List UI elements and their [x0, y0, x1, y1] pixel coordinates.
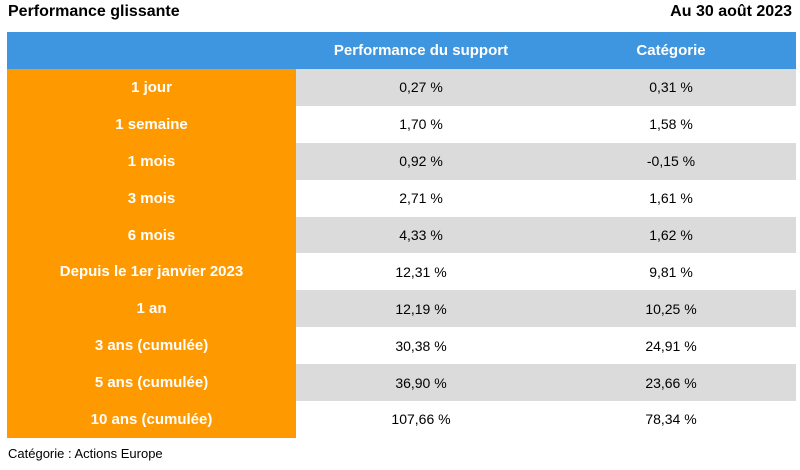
support-performance-value: 4,33 % [296, 216, 546, 254]
period-label: 6 mois [7, 216, 296, 254]
category-performance-value: 24,91 % [546, 327, 796, 365]
category-performance-value: 23,66 % [546, 364, 796, 402]
period-label: 3 ans (cumulée) [7, 327, 296, 365]
period-label: 5 ans (cumulée) [7, 364, 296, 402]
support-performance-value: 1,70 % [296, 105, 546, 143]
category-footnote: Catégorie : Actions Europe [8, 446, 163, 461]
period-label: 1 semaine [7, 105, 296, 143]
support-performance-value: 107,66 % [296, 401, 546, 438]
period-label: 3 mois [7, 179, 296, 217]
table-row: 3 ans (cumulée) 30,38 % 24,91 % [7, 327, 796, 365]
category-performance-value: 0,31 % [546, 69, 796, 106]
column-header-period [7, 32, 296, 69]
category-performance-value: -0,15 % [546, 142, 796, 180]
support-performance-value: 12,31 % [296, 253, 546, 291]
as-of-date: Au 30 août 2023 [670, 3, 792, 20]
table-row: 1 jour 0,27 % 0,31 % [7, 69, 796, 106]
support-performance-value: 2,71 % [296, 179, 546, 217]
support-performance-value: 0,27 % [296, 69, 546, 106]
performance-table: Performance du support Catégorie 1 jour … [7, 32, 796, 438]
page-title: Performance glissante [8, 3, 180, 20]
table-row: 10 ans (cumulée) 107,66 % 78,34 % [7, 401, 796, 438]
column-header-category: Catégorie [546, 32, 796, 69]
table-row: 3 mois 2,71 % 1,61 % [7, 179, 796, 217]
category-performance-value: 10,25 % [546, 290, 796, 328]
support-performance-value: 36,90 % [296, 364, 546, 402]
support-performance-value: 12,19 % [296, 290, 546, 328]
period-label: 10 ans (cumulée) [7, 401, 296, 438]
category-performance-value: 1,62 % [546, 216, 796, 254]
period-label: 1 mois [7, 142, 296, 180]
table-row: 1 an 12,19 % 10,25 % [7, 290, 796, 328]
period-label: 1 jour [7, 69, 296, 106]
support-performance-value: 0,92 % [296, 142, 546, 180]
table-header-row: Performance du support Catégorie [7, 32, 796, 69]
column-header-support-performance: Performance du support [296, 32, 546, 69]
table-row: 1 mois 0,92 % -0,15 % [7, 142, 796, 180]
support-performance-value: 30,38 % [296, 327, 546, 365]
table-row: 5 ans (cumulée) 36,90 % 23,66 % [7, 364, 796, 402]
category-performance-value: 78,34 % [546, 401, 796, 438]
category-performance-value: 9,81 % [546, 253, 796, 291]
category-performance-value: 1,61 % [546, 179, 796, 217]
period-label: Depuis le 1er janvier 2023 [7, 253, 296, 291]
category-performance-value: 1,58 % [546, 105, 796, 143]
table-row: Depuis le 1er janvier 2023 12,31 % 9,81 … [7, 253, 796, 291]
table-row: 1 semaine 1,70 % 1,58 % [7, 105, 796, 143]
period-label: 1 an [7, 290, 296, 328]
table-row: 6 mois 4,33 % 1,62 % [7, 216, 796, 254]
